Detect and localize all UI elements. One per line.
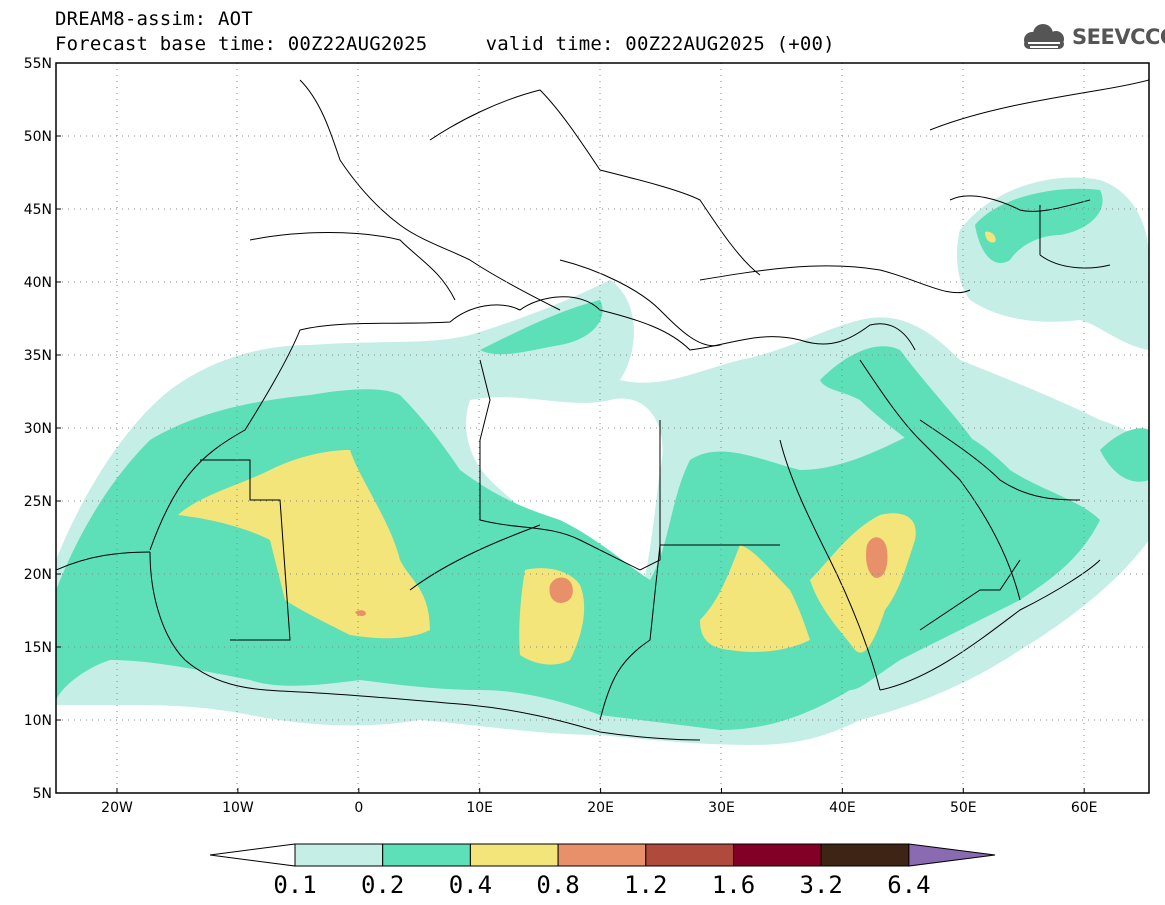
aot-field — [56, 177, 1149, 745]
lon-tick-label: 0 — [354, 800, 363, 816]
lon-tick-label: 50E — [950, 800, 977, 816]
colorbar-box — [733, 843, 822, 867]
colorbar-box — [382, 843, 471, 867]
lon-tick-label: 10E — [466, 800, 493, 816]
colorbar-box — [820, 843, 910, 867]
lat-tick-label: 25N — [24, 494, 52, 510]
lon-tick-label: 60E — [1071, 800, 1098, 816]
colorbar-level-label: 1.6 — [712, 871, 755, 899]
coastlines — [56, 79, 1149, 741]
latitude-labels: 55N 50N 45N 40N 35N 30N 25N 20N 15N 10N 5N — [24, 56, 61, 802]
colorbar-level-label: 0.2 — [361, 871, 404, 899]
colorbar-high-arrow — [908, 843, 996, 867]
lat-tick-label: 45N — [24, 202, 52, 218]
lat-tick-label: 30N — [24, 421, 52, 437]
lat-tick-label: 5N — [33, 786, 52, 802]
lat-tick-label: 50N — [24, 129, 52, 145]
lon-tick-label: 40E — [829, 800, 856, 816]
map-title: DREAM8-assim: AOT — [55, 8, 253, 30]
colorbar-box — [557, 843, 647, 867]
longitude-labels: 20W 10W 0 10E 20E 30E 40E 50E 60E — [101, 788, 1098, 816]
lon-tick-label: 10W — [222, 800, 254, 816]
colorbar-level-label: 1.2 — [624, 871, 667, 899]
lat-tick-label: 55N — [24, 56, 52, 72]
lat-tick-label: 20N — [24, 567, 52, 583]
lat-tick-label: 10N — [24, 713, 52, 729]
colorbar-box — [645, 843, 734, 867]
lon-tick-label: 20E — [587, 800, 614, 816]
colorbar-level-label: 6.4 — [887, 871, 930, 899]
lat-tick-label: 40N — [24, 275, 52, 291]
lat-tick-label: 15N — [24, 640, 52, 656]
forecast-time-line: Forecast base time: 00Z22AUG2025 valid t… — [55, 33, 835, 55]
colorbar-low-arrow — [209, 843, 296, 867]
lon-tick-label: 20W — [101, 800, 133, 816]
colorbar-level-label: 0.1 — [273, 871, 316, 899]
colorbar-level-label: 3.2 — [800, 871, 843, 899]
logo-text: SEEVCCC — [1072, 25, 1165, 49]
graticule — [56, 63, 1149, 793]
lat-tick-label: 35N — [24, 348, 52, 364]
lon-tick-label: 30E — [708, 800, 735, 816]
cloud-icon — [1024, 24, 1064, 49]
colorbar-box — [294, 843, 384, 867]
colorbar-level-label: 0.4 — [449, 871, 492, 899]
aot-contour-0-8 — [355, 537, 888, 617]
colorbar-box — [469, 843, 559, 867]
colorbar-level-label: 0.8 — [536, 871, 579, 899]
aot-contour-0-4 — [178, 231, 996, 665]
